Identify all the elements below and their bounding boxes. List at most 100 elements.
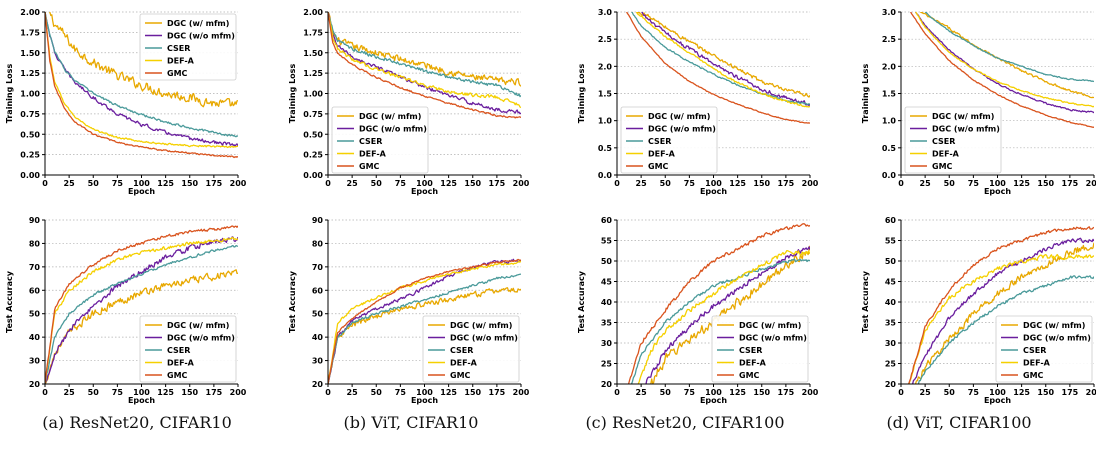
legend-box xyxy=(620,106,718,174)
y-tick-label: 2.00 xyxy=(20,8,40,17)
caption-c: (c) ResNet20, CIFAR100 xyxy=(585,413,785,432)
legend-label: GMC xyxy=(1023,371,1044,380)
y-axis-label: Test Accuracy xyxy=(5,270,14,333)
x-axis-label: Epoch xyxy=(984,396,1011,405)
series-line xyxy=(645,246,810,384)
x-tick-label: 100 xyxy=(416,179,433,188)
legend-label: DEF-A xyxy=(359,150,387,159)
caption-a: (a) ResNet20, CIFAR10 xyxy=(42,413,232,432)
series-line xyxy=(630,258,810,384)
y-tick-label: 2.00 xyxy=(303,8,323,17)
x-tick-label: 200 xyxy=(802,388,819,397)
y-tick-label: 60 xyxy=(885,216,897,225)
series-line xyxy=(45,12,238,159)
series-line xyxy=(45,225,238,384)
x-tick-label: 0 xyxy=(614,179,620,188)
x-tick-label: 125 xyxy=(157,388,174,397)
y-tick-label: 1.00 xyxy=(20,90,40,99)
legend-box xyxy=(139,13,237,81)
x-tick-label: 200 xyxy=(230,388,247,397)
y-tick-label: 0.25 xyxy=(20,151,40,160)
y-tick-label: 40 xyxy=(29,333,41,342)
y-tick-label: 2.5 xyxy=(882,35,897,44)
y-tick-label: 90 xyxy=(312,216,324,225)
legend: DGC (w/ mfm) DGC (w/o mfm) CSER DEF-A GMC xyxy=(422,315,520,383)
chart-c-bottom: 20 25 30 35 40 45 50 55 60 0 25 50 75 100 125 150 175 200… xyxy=(577,216,819,405)
legend-label: DGC (w/ mfm) xyxy=(1023,321,1085,330)
y-tick-label: 25 xyxy=(885,360,897,369)
x-tick-label: 100 xyxy=(133,179,150,188)
series-line xyxy=(650,245,810,384)
y-tick-label: 0.00 xyxy=(303,171,323,180)
x-tick-label: 25 xyxy=(64,388,76,397)
legend-box xyxy=(331,106,429,174)
y-tick-label: 35 xyxy=(601,319,613,328)
legend-box xyxy=(422,315,520,383)
x-tick-label: 100 xyxy=(989,179,1006,188)
y-axis-label: Test Accuracy xyxy=(288,270,297,333)
legend-label: DGC (w/ mfm) xyxy=(739,321,801,330)
y-tick-label: 30 xyxy=(312,357,324,366)
y-tick-label: 0.5 xyxy=(598,144,613,153)
x-tick-label: 125 xyxy=(157,179,174,188)
chart-b-top: 0.00 0.25 0.50 0.75 1.00 1.25 1.50 1.75 2.00 0 25 5… xyxy=(288,8,530,196)
x-axis-label: Epoch xyxy=(411,396,438,405)
y-tick-label: 1.50 xyxy=(20,49,40,58)
legend-label: CSER xyxy=(359,137,382,146)
y-tick-label: 90 xyxy=(29,216,41,225)
x-tick-label: 150 xyxy=(1037,179,1054,188)
series-line xyxy=(641,12,810,107)
y-tick-label: 1.00 xyxy=(303,90,323,99)
series-line xyxy=(45,269,238,384)
legend-box xyxy=(139,315,237,383)
series-line xyxy=(914,12,1094,114)
series-line xyxy=(636,12,810,98)
legend-label: DEF-A xyxy=(167,359,195,368)
legend-label: CSER xyxy=(167,44,190,53)
x-tick-label: 200 xyxy=(1086,179,1096,188)
series-line xyxy=(45,236,238,384)
x-tick-label: 150 xyxy=(464,388,481,397)
y-tick-label: 70 xyxy=(29,263,41,272)
y-axis-label: Training Loss xyxy=(5,64,14,124)
y-tick-label: 1.75 xyxy=(303,28,323,37)
x-tick-label: 25 xyxy=(636,388,648,397)
y-tick-label: 1.0 xyxy=(598,117,613,126)
chart-b-bottom: 20 30 40 50 60 70 80 90 0 25 50 75 100 125 150 175 200 Ep… xyxy=(288,216,530,405)
x-tick-label: 50 xyxy=(88,179,100,188)
x-tick-label: 75 xyxy=(968,179,980,188)
x-tick-label: 175 xyxy=(489,179,506,188)
y-tick-label: 60 xyxy=(312,286,324,295)
series-line xyxy=(328,287,521,384)
x-tick-label: 175 xyxy=(206,179,223,188)
y-tick-label: 50 xyxy=(312,310,324,319)
y-tick-label: 0.75 xyxy=(303,110,323,119)
x-axis-label: Epoch xyxy=(700,396,727,405)
series-line xyxy=(45,12,238,148)
legend-box xyxy=(711,315,809,383)
x-tick-label: 175 xyxy=(206,388,223,397)
x-tick-label: 200 xyxy=(230,179,247,188)
y-tick-label: 50 xyxy=(885,257,897,266)
y-tick-label: 30 xyxy=(885,339,897,348)
legend-label: DGC (w/o mfm) xyxy=(450,334,518,343)
x-tick-label: 0 xyxy=(898,179,904,188)
y-tick-label: 0.0 xyxy=(598,171,613,180)
chart-c-top: 0.0 0.5 1.0 1.5 2.0 2.5 3.0 0 25 50 75 100 125 150 175… xyxy=(577,8,819,196)
x-tick-label: 50 xyxy=(944,179,956,188)
legend-label: DGC (w/o mfm) xyxy=(167,334,235,343)
x-tick-label: 200 xyxy=(513,179,530,188)
y-tick-label: 0.25 xyxy=(303,151,323,160)
series-line xyxy=(915,12,1094,108)
y-tick-label: 30 xyxy=(601,339,613,348)
chart-d-top: 0.0 0.5 1.0 1.5 2.0 2.5 3.0 0 25 50 75 100 125 150 175… xyxy=(861,8,1096,196)
series-line xyxy=(328,12,521,98)
caption-b: (b) ViT, CIFAR10 xyxy=(343,413,479,432)
x-tick-label: 175 xyxy=(1062,179,1079,188)
legend-label: CSER xyxy=(739,346,762,355)
y-tick-label: 55 xyxy=(885,237,897,246)
y-tick-label: 35 xyxy=(885,319,897,328)
series-line xyxy=(328,258,521,384)
y-tick-label: 0.50 xyxy=(20,130,40,139)
